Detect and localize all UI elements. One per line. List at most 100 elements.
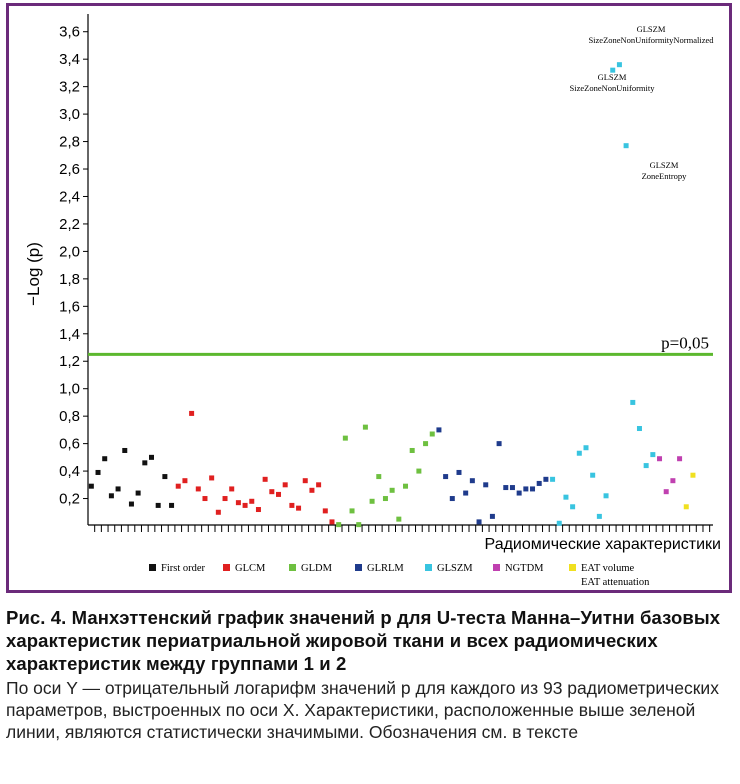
- y-tick-label: 2,2: [59, 216, 80, 233]
- data-point: [429, 431, 435, 437]
- x-ticks: [94, 525, 711, 532]
- y-tick-label: 3,0: [59, 106, 80, 123]
- legend-label: EAT volume: [581, 563, 635, 574]
- figure-frame: 0,2 0,4 0,6 0,8 1,0 1,2 1,4 1,6 1,8 2,0 2,2 2,4 2,6 2…: [6, 3, 732, 593]
- data-point: [189, 410, 195, 416]
- data-point: [516, 490, 522, 496]
- data-point: [403, 483, 409, 489]
- data-point: [423, 441, 429, 447]
- data-point: [175, 483, 181, 489]
- y-ticks: 0,2 0,4 0,6 0,8 1,0 1,2 1,4 1,6 1,8 2,0 2,2 2,4 2,6 2…: [59, 24, 88, 508]
- data-point: [255, 507, 261, 513]
- data-point: [650, 452, 656, 458]
- data-point: [209, 475, 215, 481]
- data-point: [376, 474, 382, 480]
- data-point: [610, 67, 616, 73]
- data-point: [690, 472, 696, 478]
- annotation-label: GLSZM: [637, 24, 666, 34]
- data-point: [262, 476, 268, 482]
- data-point: [282, 482, 288, 488]
- legend-swatch: [289, 564, 296, 571]
- figure-caption: Рис. 4. Манхэттенский график значений p …: [6, 606, 732, 743]
- data-point: [583, 445, 589, 451]
- data-point: [523, 486, 529, 492]
- y-axis-label: −Log (p): [24, 242, 43, 306]
- data-point: [396, 516, 402, 522]
- data-point: [543, 476, 549, 482]
- data-point: [469, 478, 475, 484]
- data-point: [663, 489, 669, 495]
- data-point: [142, 460, 148, 466]
- data-point: [636, 426, 642, 432]
- data-point: [249, 498, 255, 504]
- data-point: [135, 490, 141, 496]
- data-point: [670, 478, 676, 484]
- threshold-label: p=0,05: [661, 333, 709, 352]
- data-point: [195, 486, 201, 492]
- y-tick-label: 3,6: [59, 24, 80, 41]
- data-point: [155, 502, 161, 508]
- legend-label: GLCM: [235, 563, 266, 574]
- data-point: [657, 456, 663, 462]
- data-point: [269, 489, 275, 495]
- data-point: [476, 519, 482, 525]
- data-point: [463, 490, 469, 496]
- data-point: [309, 487, 315, 493]
- legend-label: First order: [161, 563, 206, 574]
- data-point: [182, 478, 188, 484]
- data-point: [329, 519, 335, 525]
- data-point: [276, 491, 282, 497]
- data-point: [242, 502, 248, 508]
- data-point: [349, 508, 355, 514]
- data-point: [509, 485, 515, 491]
- y-tick-label: 3,4: [59, 51, 80, 68]
- data-point: [530, 486, 536, 492]
- data-point: [128, 501, 134, 507]
- data-point: [235, 500, 241, 506]
- data-point: [316, 482, 322, 488]
- data-point: [102, 456, 108, 462]
- annotation-label: SizeZoneNonUniformity: [570, 83, 656, 93]
- data-point: [483, 482, 489, 488]
- y-tick-label: 0,6: [59, 436, 80, 453]
- data-point: [536, 480, 542, 486]
- legend-swatch: [425, 564, 432, 571]
- x-axis-label: Радиомические характеристики: [485, 536, 721, 553]
- data-point: [603, 493, 609, 499]
- caption-body: По оси Y — отрицательный логарифм значен…: [6, 678, 719, 742]
- data-point: [382, 496, 388, 502]
- data-point: [162, 474, 168, 480]
- legend-label: GLRLM: [367, 563, 404, 574]
- legend-label: GLSZM: [437, 563, 473, 574]
- annotation-label: ZoneEntropy: [642, 171, 688, 181]
- data-point: [576, 450, 582, 456]
- y-tick-label: 1,6: [59, 298, 80, 315]
- data-point: [356, 522, 362, 528]
- y-tick-label: 0,4: [59, 463, 80, 480]
- data-point: [616, 62, 622, 68]
- y-tick-label: 0,8: [59, 408, 80, 425]
- legend: First order GLCM GLDM GLRLM GLSZM NGTDM EAT vo…: [149, 563, 650, 588]
- legend-swatch: [355, 564, 362, 571]
- data-point: [683, 504, 689, 510]
- data-point: [302, 478, 308, 484]
- y-tick-label: 1,0: [59, 381, 80, 398]
- data-point: [563, 494, 569, 500]
- data-point: [449, 496, 455, 502]
- data-point: [416, 468, 422, 474]
- data-point: [336, 522, 342, 528]
- data-point: [389, 487, 395, 493]
- data-point: [222, 496, 228, 502]
- data-point: [503, 485, 509, 491]
- data-point: [436, 427, 442, 433]
- data-point: [108, 493, 114, 499]
- legend-swatch: [149, 564, 156, 571]
- data-points: [88, 62, 696, 528]
- data-point: [556, 520, 562, 526]
- legend-swatch: [493, 564, 500, 571]
- data-point: [630, 399, 636, 405]
- y-tick-label: 2,8: [59, 134, 80, 151]
- data-point: [496, 441, 502, 447]
- data-point: [596, 513, 602, 519]
- legend-swatch: [223, 564, 230, 571]
